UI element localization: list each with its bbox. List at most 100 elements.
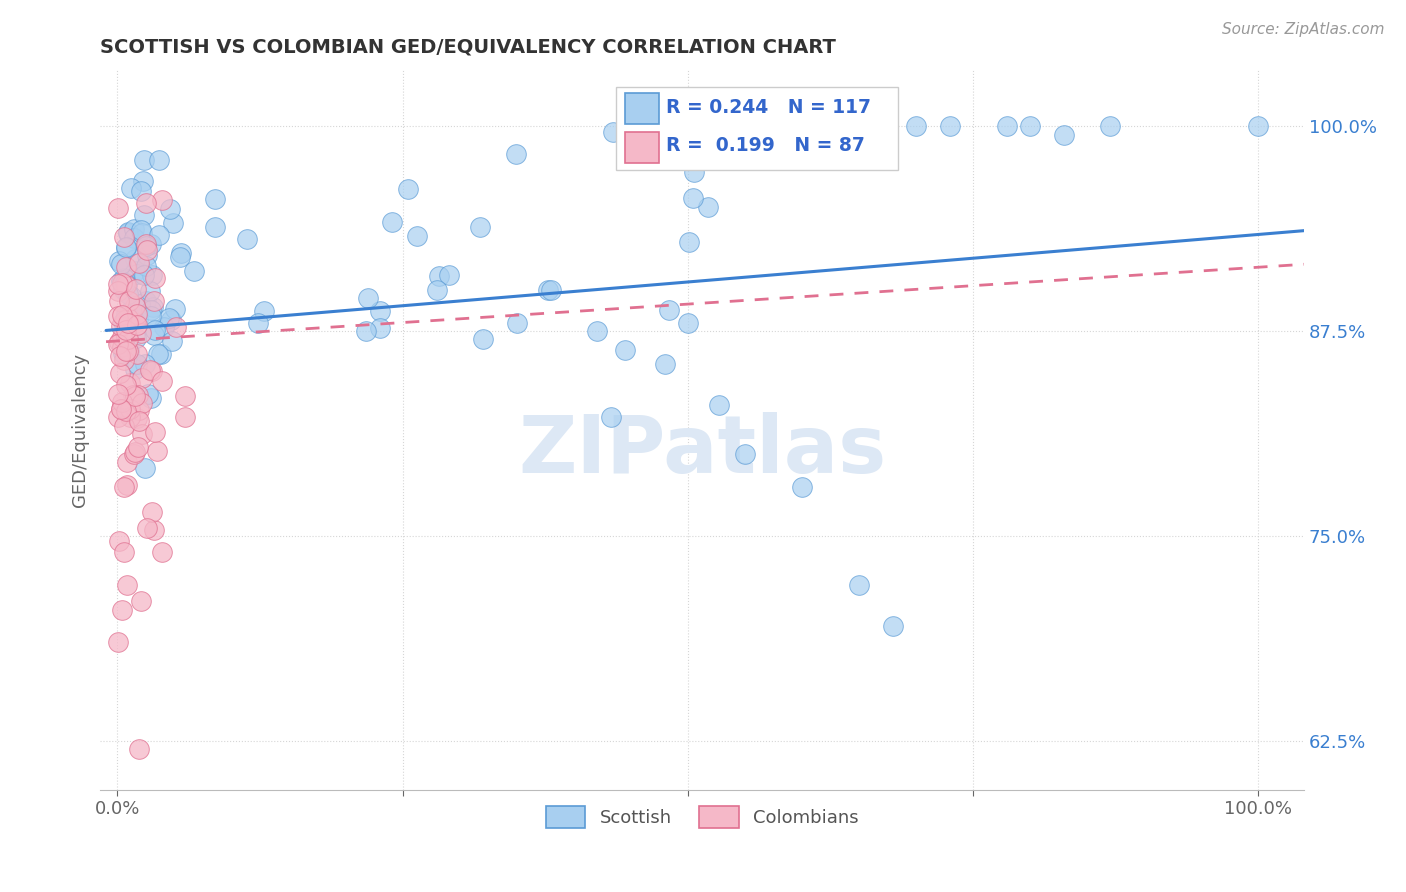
Point [468,220,491,235]
Point [114,276,136,290]
Point [114,313,136,327]
Point [115,323,138,337]
Point [426,283,449,297]
Point [127,307,149,321]
Point [905,120,928,134]
Point [128,742,150,756]
Point [141,505,163,519]
Y-axis label: GED/Equivalency: GED/Equivalency [72,352,89,507]
Point [115,260,138,274]
Point [162,216,184,230]
Point [111,346,134,360]
Point [506,316,529,330]
Point [536,283,558,297]
Point [253,303,276,318]
Point [129,184,152,198]
Point [120,302,142,317]
Point [124,222,146,236]
Point [125,282,148,296]
Point [357,291,380,305]
Point [117,478,139,492]
Point [153,320,176,334]
Text: Source: ZipAtlas.com: Source: ZipAtlas.com [1222,22,1385,37]
Point [124,389,146,403]
Point [110,402,132,417]
Point [170,246,193,260]
Point [110,402,132,417]
Point [124,444,146,458]
Point [139,237,162,252]
Point [135,196,157,211]
Point [129,297,152,311]
Point [115,455,138,469]
Point [131,371,153,385]
Point [117,332,139,346]
Point [134,461,156,475]
Point [129,326,152,340]
Point [134,357,156,371]
Point [111,309,134,323]
Point [118,402,141,417]
Point [111,315,134,329]
Point [124,264,146,278]
Point [734,447,756,461]
Point [108,334,131,349]
Point [585,324,607,338]
Text: ZIPatlas: ZIPatlas [517,412,886,490]
Point [124,362,146,376]
Point [118,293,141,308]
Point [117,286,139,301]
Point [111,276,134,290]
Point [707,398,730,412]
Point [108,534,131,549]
Point [115,241,138,255]
Point [111,281,134,295]
Point [790,120,813,134]
Point [129,594,152,608]
Point [127,411,149,425]
Point [165,320,187,334]
Point [146,346,169,360]
Point [696,200,718,214]
Point [848,120,870,134]
Point [125,347,148,361]
Point [183,263,205,277]
Point [163,302,186,317]
Point [124,252,146,266]
Point [540,283,562,297]
Point [108,294,131,309]
Point [848,578,870,592]
Point [143,523,166,537]
Point [380,215,402,229]
Point [107,201,129,215]
Point [112,480,135,494]
Text: R = 0.244   N = 117: R = 0.244 N = 117 [666,98,872,117]
Point [115,329,138,343]
Point [160,334,183,348]
Point [174,409,197,424]
Point [125,318,148,332]
Point [790,480,813,494]
Point [115,344,138,359]
Point [115,278,138,293]
Point [159,202,181,217]
Point [122,447,145,461]
Point [135,521,157,535]
Point [682,191,704,205]
Point [115,278,138,293]
Point [157,310,180,325]
Point [127,312,149,326]
Point [143,271,166,285]
Point [118,310,141,324]
Text: R =  0.199   N = 87: R = 0.199 N = 87 [666,136,865,155]
Point [142,300,165,314]
Point [107,277,129,291]
Point [150,347,173,361]
Point [143,322,166,336]
FancyBboxPatch shape [626,132,659,162]
Point [120,289,142,303]
Point [148,228,170,243]
Point [882,619,904,633]
Point [1019,120,1042,134]
Point [117,226,139,240]
